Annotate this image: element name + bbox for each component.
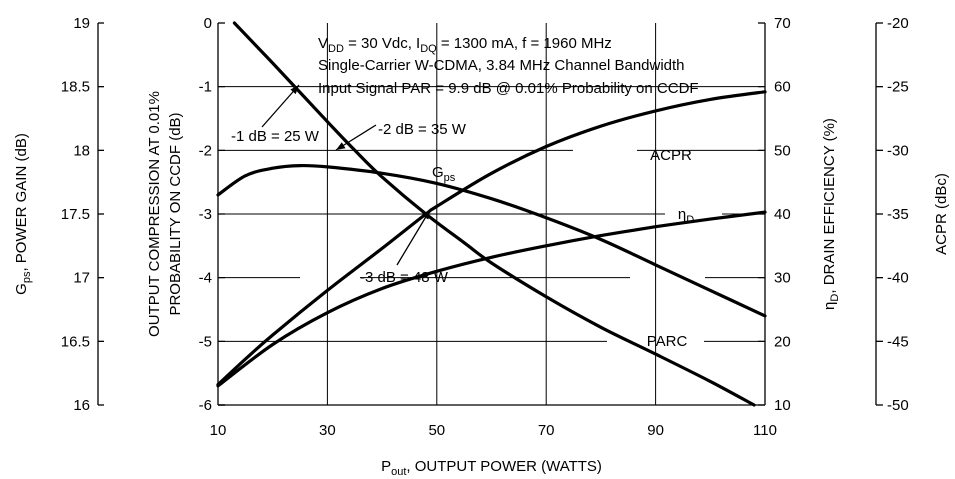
acpr-tick-label: -40 [887, 270, 909, 287]
grid [225, 23, 758, 405]
parc-tick-label: -2 [199, 142, 212, 159]
x-tick-label: 90 [647, 422, 664, 439]
x-tick-label: 50 [428, 422, 445, 439]
eff-tick-label: 30 [774, 270, 791, 287]
acpr-series-label: ACPR [650, 147, 692, 164]
eff-tick-label: 50 [774, 142, 791, 159]
x-tick-label: 70 [538, 422, 555, 439]
gps-tick-label: 16.5 [61, 333, 90, 350]
parc-tick-label: -1 [199, 79, 212, 96]
efficiency-series-label: ηD [678, 206, 694, 226]
callout-3db: -3 dB = 48 W [360, 269, 449, 286]
gps-tick-label: 17 [73, 270, 90, 287]
condition-line-3: Input Signal PAR = 9.9 dB @ 0.01% Probab… [318, 80, 699, 97]
callout-1db-leader [261, 84, 300, 128]
x-tick-label: 110 [753, 422, 777, 439]
parc-axis-title-line2: PROBABILITY ON CCDF (dB) [167, 112, 184, 315]
parc-tick-label: -3 [199, 206, 212, 223]
series-layer [216, 21, 767, 407]
eff-tick-label: 10 [774, 397, 791, 414]
gps-tick-label: 16 [73, 397, 90, 414]
callout-2db-arrowhead [336, 142, 346, 150]
callout-3db-leader [396, 209, 431, 266]
x-tick-label: 10 [210, 422, 227, 439]
parc-axis-title-line1: OUTPUT COMPRESSION AT 0.01% [146, 91, 163, 337]
eff-tick-label: 20 [774, 333, 791, 350]
efficiency-curve [216, 210, 767, 388]
axes: 10 30 50 70 90 110 Pout, OUTPUT POWER (WATTS) -… [13, 15, 950, 478]
x-axis-title: Pout, OUTPUT POWER (WATTS) [381, 458, 602, 478]
parc-tick-label: -6 [199, 397, 212, 414]
callout-1db-arrowhead [290, 85, 299, 95]
eff-tick-label: 60 [774, 79, 791, 96]
condition-line-2: Single-Carrier W-CDMA, 3.84 MHz Channel … [318, 57, 685, 74]
callout-3db-arrowhead [422, 210, 430, 220]
acpr-tick-label: -45 [887, 333, 909, 350]
annotations: ACPR ηD PARC Gps VDD = 30 Vdc, IDQ = 1300 mA… [231, 35, 699, 350]
parc-tick-label: -4 [199, 270, 212, 287]
gps-tick-label: 18.5 [61, 79, 90, 96]
callout-2db: -2 dB = 35 W [378, 121, 467, 138]
gps-tick-label: 17.5 [61, 206, 90, 223]
acpr-tick-label: -35 [887, 206, 909, 223]
gps-axis-title: Gps, POWER GAIN (dB) [13, 133, 33, 295]
condition-line-1: VDD = 30 Vdc, IDQ = 1300 mA, f = 1960 MH… [318, 35, 612, 55]
parc-tick-label: 0 [204, 15, 212, 32]
acpr-tick-label: -20 [887, 15, 909, 32]
acpr-axis-title: ACPR (dBc) [933, 173, 950, 255]
acpr-tick-label: -25 [887, 79, 909, 96]
parc-tick-label: -5 [199, 333, 212, 350]
x-tick-label: 30 [319, 422, 336, 439]
callout-1db: -1 dB = 25 W [231, 128, 320, 145]
acpr-tick-label: -50 [887, 397, 909, 414]
gps-tick-label: 18 [73, 142, 90, 159]
acpr-curve [216, 90, 767, 387]
acpr-tick-label: -30 [887, 142, 909, 159]
eff-tick-label: 70 [774, 15, 791, 32]
gps-tick-label: 19 [73, 15, 90, 32]
gps-curve [216, 163, 767, 318]
gps-series-label: Gps [432, 164, 456, 184]
eff-tick-label: 40 [774, 206, 791, 223]
eff-axis-title: ηD, DRAIN EFFICIENCY (%) [821, 118, 841, 310]
parc-curve [232, 21, 756, 407]
parc-series-label: PARC [647, 333, 688, 350]
